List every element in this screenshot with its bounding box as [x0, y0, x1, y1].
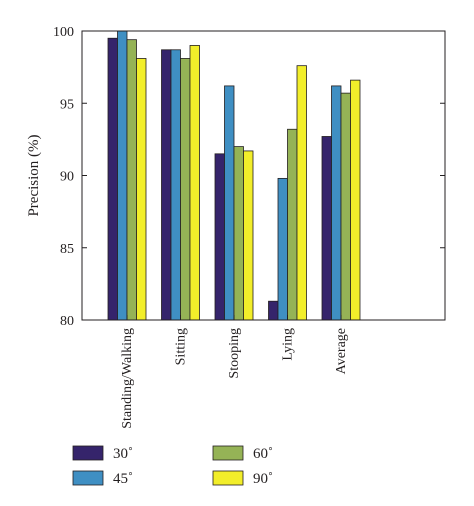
bar-lying-2: [277, 177, 288, 321]
legend-swatch-4: [212, 470, 244, 486]
bar-sitting-2: [170, 49, 181, 321]
y-tick-label: 95: [60, 97, 74, 112]
bar-average-4: [350, 79, 361, 321]
legend-swatch-2: [72, 470, 104, 486]
y-tick-label: 85: [60, 242, 74, 257]
bar-lying-3: [287, 128, 298, 321]
bar-standing-walking-3: [126, 39, 137, 321]
bar-average-1: [321, 136, 332, 321]
y-axis-title: Precision (%): [26, 134, 42, 216]
bar-standing-walking-1: [107, 37, 118, 321]
bar-average-3: [340, 92, 351, 321]
legend-label-3: 60˚: [253, 446, 273, 462]
x-tick-label: Sitting: [174, 328, 189, 365]
y-tick-label: 100: [53, 25, 74, 40]
bar-stooping-3: [233, 146, 244, 321]
bar-sitting-3: [180, 58, 191, 321]
legend-label-4: 90˚: [253, 471, 273, 487]
legend-swatch-3: [212, 445, 244, 461]
y-tick-label: 80: [60, 314, 74, 329]
bar-stooping-2: [224, 85, 235, 321]
bar-lying-1: [268, 300, 279, 321]
legend-label-1: 30˚: [113, 446, 133, 462]
x-tick-label: Lying: [281, 328, 296, 361]
bar-lying-4: [296, 65, 307, 321]
bar-standing-walking-2: [117, 30, 128, 321]
x-tick-label: Average: [334, 328, 349, 374]
bar-sitting-4: [189, 45, 200, 321]
x-axis-category-labels: Standing/Walking Sitting Stooping Lying Aver…: [120, 328, 349, 429]
legend: 30˚ 45˚ 60˚ 90˚: [72, 445, 273, 487]
legend-label-2: 45˚: [113, 471, 133, 487]
x-tick-label: Standing/Walking: [120, 328, 135, 429]
y-tick-label: 90: [60, 170, 74, 185]
bar-average-2: [331, 85, 342, 321]
y-axis-ticks: 80 85 90 95 100: [53, 25, 445, 329]
bar-sitting-1: [161, 49, 172, 321]
bar-standing-walking-4: [136, 58, 147, 321]
x-tick-label: Stooping: [227, 328, 242, 379]
bars-layer: [107, 30, 361, 321]
bar-stooping-1: [214, 153, 225, 321]
legend-swatch-1: [72, 445, 104, 461]
bar-stooping-4: [243, 150, 254, 321]
